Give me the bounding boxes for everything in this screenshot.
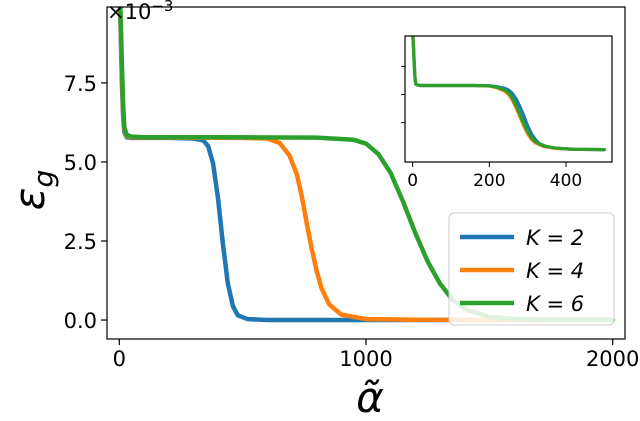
inset-x-tick-label: 0 <box>407 171 418 191</box>
legend-label-k2: K = 4 <box>526 259 584 283</box>
inset-series-group <box>411 36 606 152</box>
y-axis-label-main: ε <box>5 188 54 211</box>
y-axis-label-subscript: g <box>27 170 60 188</box>
y-multiplier-exponent: −3 <box>151 0 173 15</box>
legend-box <box>448 212 615 326</box>
inset-background <box>405 36 612 162</box>
y-multiplier-base: ×10 <box>107 0 151 24</box>
legend-label-k1: K = 2 <box>526 226 584 250</box>
y-axis-multiplier: ×10−3 <box>107 0 173 24</box>
main-x-ticks: 0 1000 2000 <box>113 339 639 371</box>
inset-series-line-k3 <box>411 36 606 152</box>
y-tick-label: 7.5 <box>64 72 97 96</box>
y-tick-label: 2.5 <box>64 230 97 254</box>
y-tick-label: 0.0 <box>64 309 97 333</box>
legend: K = 2 K = 4 K = 6 <box>448 212 615 326</box>
legend-label-k3: K = 6 <box>526 292 584 316</box>
inset-x-tick-label: 400 <box>550 171 582 191</box>
x-tick-label: 2000 <box>586 347 639 371</box>
legend-items: K = 2 K = 4 K = 6 <box>460 226 584 316</box>
main-plot-area: 0 1000 2000 0.02.55.07.5 <box>64 6 639 371</box>
y-axis-label-group: εg <box>5 170 60 210</box>
y-axis-label: εg <box>5 170 60 210</box>
x-axis-label: α̃ <box>356 373 384 421</box>
inset-plot: 0 200 400 <box>401 35 613 191</box>
inset-y-ticks <box>401 65 405 124</box>
inset-x-ticks: 0 200 400 <box>407 162 582 191</box>
y-tick-label: 5.0 <box>64 151 97 175</box>
x-tick-label: 0 <box>113 347 126 371</box>
inset-x-tick-label: 200 <box>473 171 505 191</box>
inset-axes-frame <box>404 35 613 163</box>
main-y-ticks: 0.0 2.5 5.0 7.5 <box>64 72 107 333</box>
x-tick-label: 1000 <box>339 347 392 371</box>
